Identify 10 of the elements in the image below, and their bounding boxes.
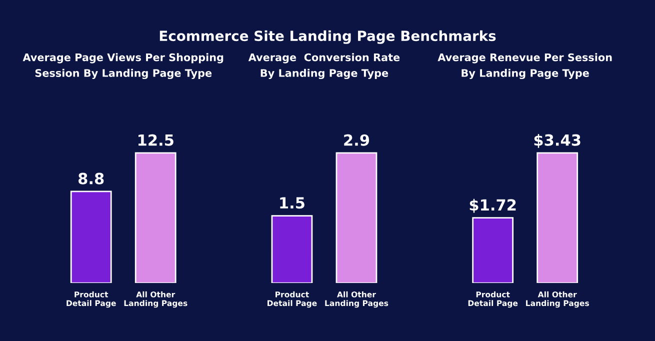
data-label: 12.5 <box>138 134 174 146</box>
data-label: 1.5 <box>280 197 304 209</box>
data-label: 8.8 <box>78 172 104 184</box>
data-label: $1.72 <box>470 198 516 213</box>
chart-title: Average Page Views Per Shopping Session By Landing Page Type <box>22 53 224 80</box>
text: Ecommerce Site Landing Page Benchmarks <box>160 30 496 44</box>
chart-title: Average Conversion Rate By Landing Page Type <box>248 53 400 80</box>
data-label: $3.43 <box>534 134 580 148</box>
chart-title: Average Renevue Per Session By Landing Page Type <box>438 53 612 80</box>
data-label: 2.9 <box>344 134 370 146</box>
